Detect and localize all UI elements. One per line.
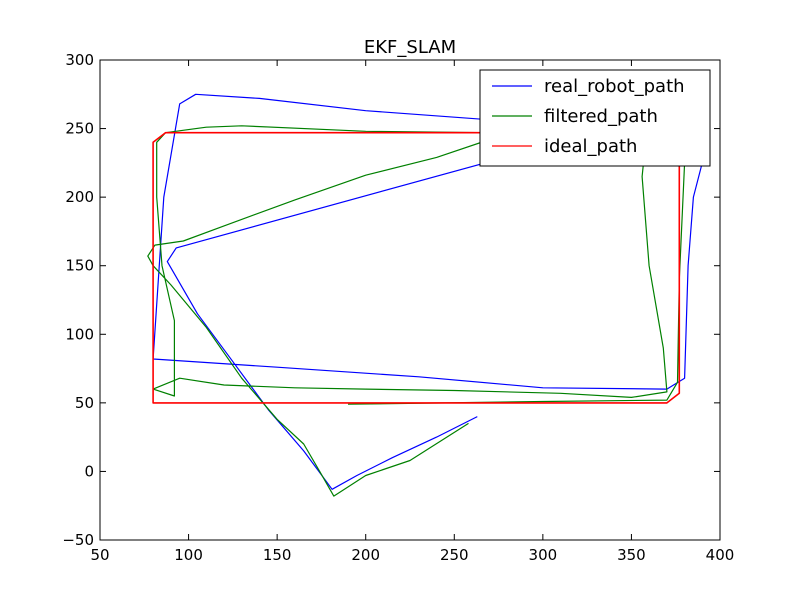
legend: real_robot_path filtered_path ideal_path — [479, 69, 711, 167]
series-line-real-robot-path — [152, 93, 707, 490]
y-tick-label: 250 — [65, 120, 94, 138]
y-tick-label: −50 — [62, 531, 94, 549]
legend-label-filtered-path: filtered_path — [544, 106, 658, 127]
x-tick-label: 350 — [617, 546, 646, 564]
series-line-ideal-path — [152, 131, 681, 404]
y-tick-label: 150 — [65, 257, 94, 275]
legend-label-real-robot-path: real_robot_path — [544, 76, 685, 97]
x-tick-label: 250 — [440, 546, 469, 564]
y-tick-label: 200 — [65, 188, 94, 206]
y-tick-label: 50 — [75, 394, 94, 412]
plot-frame — [99, 59, 721, 541]
legend-label-ideal-path: ideal_path — [544, 136, 637, 157]
y-tick-label: 300 — [65, 51, 94, 69]
x-tick-label: 100 — [174, 546, 203, 564]
x-tick-label: 50 — [90, 546, 109, 564]
y-tick-label: 100 — [65, 325, 94, 343]
chart-title: EKF_SLAM — [364, 37, 456, 58]
x-tick-label: 300 — [529, 546, 558, 564]
x-tick-label: 400 — [706, 546, 735, 564]
y-tick-label: 0 — [84, 462, 94, 480]
x-tick-label: 150 — [263, 546, 292, 564]
ticks-layer: 50 100 150 200 250 300 350 400 −50 0 50 100 150 200 25… — [62, 51, 734, 564]
x-tick-label: 200 — [351, 546, 380, 564]
